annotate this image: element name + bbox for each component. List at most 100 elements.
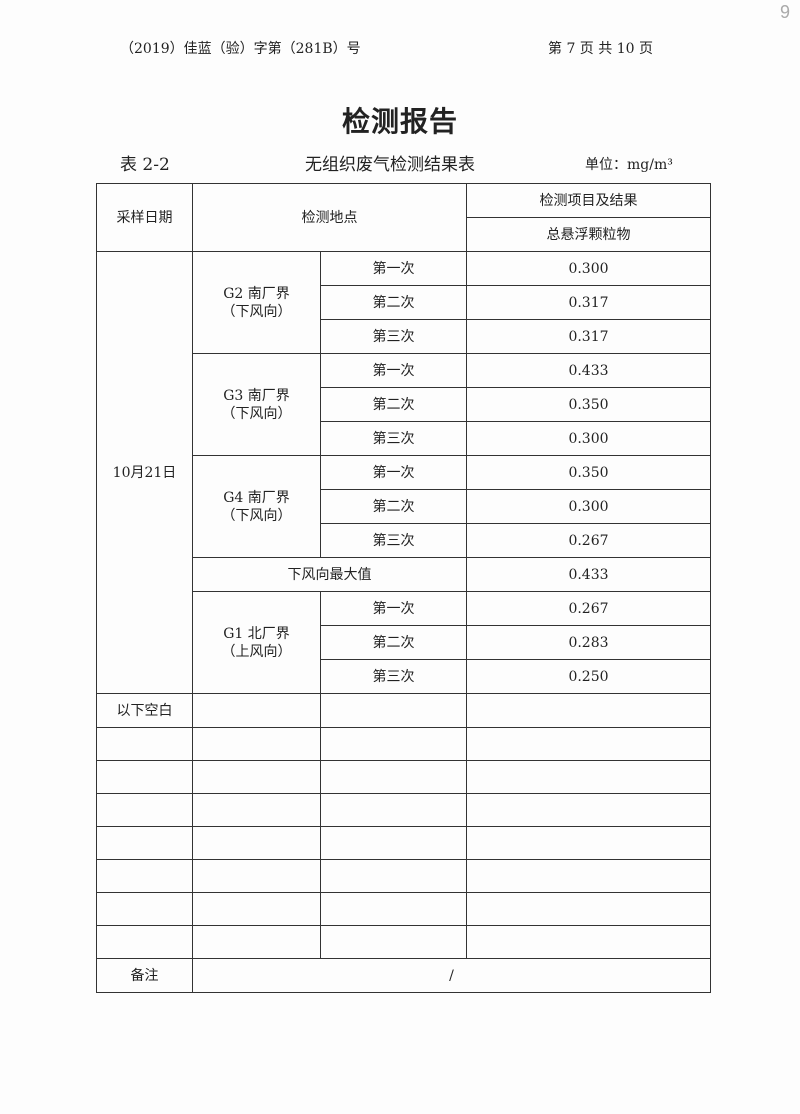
tsp-value: 0.300 [466, 421, 711, 456]
blank-cell [96, 826, 193, 860]
site-cell: G3 南厂界 （下风向） [192, 353, 321, 456]
col-date: 采样日期 [96, 183, 193, 252]
unit-label: 单位：mg/m³ [585, 157, 673, 173]
remark-value: / [192, 958, 711, 993]
blank-cell [466, 892, 711, 926]
sample-round: 第二次 [320, 489, 467, 524]
remark-row: 备注 / [96, 958, 711, 993]
blank-cell [466, 727, 711, 761]
site-name: G1 北厂界 [223, 625, 290, 642]
blank-cell [466, 693, 711, 728]
tsp-value: 0.283 [466, 625, 711, 660]
sample-date: 10月21日 [96, 251, 193, 694]
remark-label: 备注 [96, 958, 193, 993]
report-title: 检测报告 [341, 105, 458, 138]
blank-row [96, 826, 711, 860]
blank-cell: 以下空白 [96, 693, 193, 728]
blank-cell [320, 693, 467, 728]
tsp-value: 0.267 [466, 591, 711, 626]
tsp-value: 0.433 [466, 353, 711, 388]
blank-cell [192, 826, 321, 860]
table-row: G3 南厂界 （下风向） 第一次 0.433 [97, 353, 711, 456]
results-table: 采样日期 检测地点 检测项目及结果 总悬浮颗粒物 10月21日 G2 南厂界 （下风… [96, 183, 711, 993]
sample-round: 第三次 [320, 659, 467, 694]
sample-round: 第二次 [320, 285, 467, 320]
blank-row [96, 727, 711, 761]
blank-cell [320, 826, 467, 860]
table-row: 第三次 0.267 [97, 523, 711, 558]
blank-cell [192, 925, 321, 959]
blank-row [96, 892, 711, 926]
blank-cell [96, 925, 193, 959]
col-location: 检测地点 [192, 183, 467, 252]
header-row: 总悬浮颗粒物 [97, 217, 711, 252]
wind-direction: （下风向） [221, 303, 292, 320]
blank-cell [192, 892, 321, 926]
header-row: 采样日期 检测地点 检测项目及结果 [96, 183, 711, 252]
site-name: G4 南厂界 [223, 489, 290, 506]
blank-cell [96, 793, 193, 827]
blank-row [96, 793, 711, 827]
blank-cell [96, 892, 193, 926]
table-row: 第三次 0.317 [97, 319, 711, 354]
tsp-value: 0.317 [466, 319, 711, 354]
blank-row [96, 859, 711, 893]
table-row: 第三次 0.300 [97, 421, 711, 456]
blank-row [96, 760, 711, 794]
sample-round: 第二次 [320, 387, 467, 422]
max-label: 下风向最大值 [192, 557, 467, 592]
wind-direction: （下风向） [221, 507, 292, 524]
blank-row: 以下空白 [96, 693, 711, 728]
col-tsp: 总悬浮颗粒物 [466, 217, 711, 252]
blank-cell [466, 925, 711, 959]
tsp-value: 0.317 [466, 285, 711, 320]
blank-cell [466, 793, 711, 827]
blank-cell [466, 826, 711, 860]
sample-round: 第二次 [320, 625, 467, 660]
blank-cell [320, 859, 467, 893]
blank-cell [320, 793, 467, 827]
page-info: 第 7 页 共 10 页 [548, 41, 653, 57]
table-title: 无组织废气检测结果表 [305, 155, 475, 175]
sample-round: 第一次 [320, 251, 467, 286]
blank-cell [96, 760, 193, 794]
doc-number: （2019）佳蓝（验）字第（281B）号 [120, 41, 361, 57]
blank-cell [192, 727, 321, 761]
blank-cell [466, 760, 711, 794]
sample-round: 第三次 [320, 319, 467, 354]
tsp-value: 0.300 [466, 489, 711, 524]
blank-cell [192, 793, 321, 827]
blank-cell [320, 727, 467, 761]
table-row: 第二次 0.300 [97, 489, 711, 524]
handwritten-page-number: 9 [780, 2, 791, 22]
sample-round: 第一次 [320, 591, 467, 626]
max-value: 0.433 [466, 557, 711, 592]
blank-cell [320, 892, 467, 926]
site-cell: G4 南厂界 （下风向） [192, 455, 321, 558]
sample-round: 第一次 [320, 353, 467, 388]
col-items: 检测项目及结果 [466, 183, 711, 218]
wind-direction: （上风向） [221, 643, 292, 660]
blank-cell [192, 693, 321, 728]
blank-cell [320, 925, 467, 959]
tsp-value: 0.350 [466, 387, 711, 422]
blank-row [96, 925, 711, 959]
max-row: 下风向最大值 0.433 [97, 557, 711, 592]
blank-cell [466, 859, 711, 893]
blank-cell [192, 760, 321, 794]
tsp-value: 0.300 [466, 251, 711, 286]
blank-cell [96, 859, 193, 893]
table-row: 第二次 0.283 [97, 625, 711, 660]
table-row: 10月21日 G2 南厂界 （下风向） 第一次 0.300 [96, 251, 711, 694]
site-cell: G2 南厂界 （下风向） [192, 251, 321, 354]
site-cell: G1 北厂界 （上风向） [192, 591, 321, 694]
blank-cell [320, 760, 467, 794]
tsp-value: 0.250 [466, 659, 711, 694]
blank-cell [96, 727, 193, 761]
blank-cell [192, 859, 321, 893]
table-label: 表 2-2 [120, 155, 170, 175]
tsp-value: 0.267 [466, 523, 711, 558]
tsp-value: 0.350 [466, 455, 711, 490]
sample-round: 第一次 [320, 455, 467, 490]
